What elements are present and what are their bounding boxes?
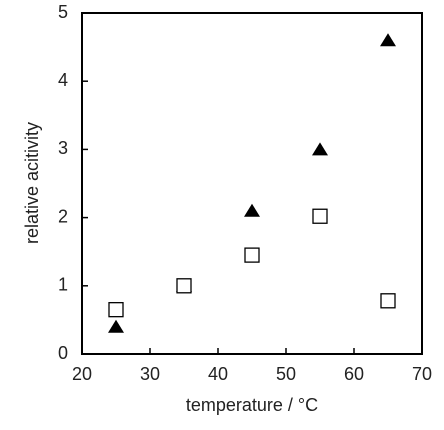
y-tick-label: 0 [58,343,68,363]
square-point [380,293,396,309]
y-tick-label: 2 [58,206,68,226]
plot-frame [81,12,423,355]
x-tick-label: 20 [72,364,92,384]
triangle-point [380,33,396,47]
y-tick-label: 5 [58,2,68,22]
x-tick-label: 70 [412,364,432,384]
y-tick-label: 1 [58,275,68,295]
triangle-point [108,319,124,333]
square-point [312,208,328,224]
square-point [176,278,192,294]
square-point [108,302,124,318]
x-tick-label: 30 [140,364,160,384]
x-tick-label: 60 [344,364,364,384]
y-tick-label: 4 [58,70,68,90]
triangle-point [312,142,328,156]
triangle-point [244,203,260,217]
y-axis-label: relative acitivity [22,122,42,244]
x-tick-label: 40 [208,364,228,384]
x-axis-label: temperature / °C [186,395,318,415]
square-point [244,247,260,263]
y-tick-label: 3 [58,138,68,158]
x-tick-label: 50 [276,364,296,384]
